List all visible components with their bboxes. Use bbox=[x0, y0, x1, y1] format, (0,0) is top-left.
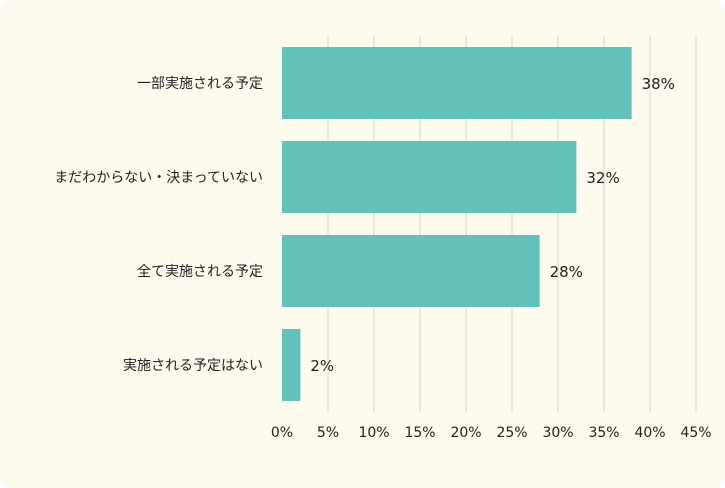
bar bbox=[282, 329, 301, 401]
x-tick-label: 10% bbox=[358, 425, 389, 441]
x-tick-label: 5% bbox=[317, 425, 339, 441]
category-label: まだわからない・決まっていない bbox=[54, 170, 263, 186]
category-label: 実施される予定はない bbox=[123, 358, 263, 374]
category-label: 全て実施される予定 bbox=[137, 263, 263, 280]
value-label: 32% bbox=[586, 169, 619, 187]
x-tick-label: 45% bbox=[680, 425, 711, 441]
value-labels: 38% 32% 28% 2% bbox=[310, 75, 675, 375]
x-tick-label: 25% bbox=[496, 425, 527, 441]
x-tick-label: 20% bbox=[450, 425, 481, 441]
x-axis-tick-labels: 0% 5% 10% 15% 20% 25% 30% 35% 40% 45% bbox=[271, 425, 712, 441]
value-label: 38% bbox=[642, 75, 675, 93]
x-tick-label: 0% bbox=[271, 425, 293, 441]
x-tick-label: 35% bbox=[588, 425, 619, 441]
bar bbox=[282, 235, 540, 307]
value-label: 28% bbox=[550, 263, 583, 281]
x-tick-label: 15% bbox=[404, 425, 435, 441]
bar bbox=[282, 141, 577, 213]
bar bbox=[282, 47, 632, 119]
bars bbox=[282, 47, 632, 401]
x-tick-label: 40% bbox=[634, 425, 665, 441]
value-label: 2% bbox=[310, 357, 334, 375]
x-tick-label: 30% bbox=[542, 425, 573, 441]
category-label: 一部実施される予定 bbox=[137, 76, 263, 92]
category-labels: 一部実施される予定まだわからない・決まっていない全て実施される予定実施される予定… bbox=[54, 76, 263, 374]
